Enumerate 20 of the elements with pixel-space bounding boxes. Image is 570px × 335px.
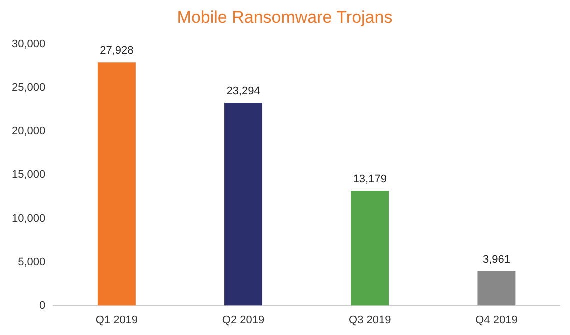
chart-title: Mobile Ransomware Trojans <box>176 8 394 28</box>
y-tick-label: 25,000 <box>12 82 46 94</box>
x-tick-label: Q4 2019 <box>476 314 518 326</box>
bar <box>224 102 263 306</box>
bar <box>478 271 516 306</box>
bar <box>351 191 390 306</box>
data-label: 27,928 <box>100 45 134 58</box>
x-tick-label: Q1 2019 <box>96 314 138 326</box>
x-tick-label: Q2 2019 <box>222 314 265 326</box>
data-label: 23,294 <box>226 86 260 98</box>
y-tick-label: 0 <box>40 300 46 312</box>
y-tick-label: 15,000 <box>12 169 46 182</box>
data-label: 3,961 <box>482 254 510 266</box>
x-tick-label: Q3 2019 <box>349 314 392 326</box>
bar <box>98 62 136 306</box>
y-tick-label: 10,000 <box>12 212 46 225</box>
y-tick-label: 20,000 <box>12 126 46 138</box>
y-tick-label: 30,000 <box>12 38 46 51</box>
y-tick-label: 5,000 <box>18 256 46 268</box>
data-label: 13,179 <box>353 174 387 186</box>
